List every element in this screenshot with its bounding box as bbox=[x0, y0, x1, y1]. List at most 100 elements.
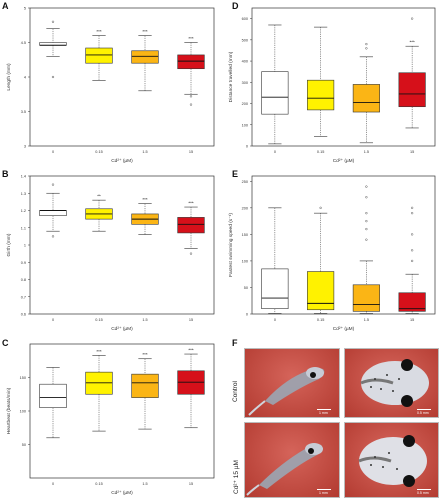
chart-e-box-3 bbox=[398, 292, 426, 312]
chart-b-outlier-0-1 bbox=[51, 183, 55, 186]
chart-d-box-3 bbox=[398, 72, 426, 108]
chart-a-ylabel: Length (mm) bbox=[6, 63, 12, 91]
chart-d-xtick-label-1: 0.15 bbox=[317, 150, 324, 154]
chart-b-outlier-3-0 bbox=[189, 252, 193, 255]
chart-e-outlier-2-4 bbox=[365, 196, 368, 199]
chart-b-xtick-label-1: 0.15 bbox=[95, 318, 102, 322]
photo-cd-whole: 1 mm bbox=[244, 422, 340, 498]
chart-d-ylabel: Distance travelled (mm) bbox=[228, 51, 234, 102]
chart-e-outlier-2-0 bbox=[365, 238, 368, 241]
scale-bar-3 bbox=[317, 489, 331, 490]
chart-c-sig-2: *** bbox=[142, 352, 148, 357]
chart-c-ytick-label-2: 150 bbox=[20, 376, 26, 380]
chart-e-xtick-label-2: 1.5 bbox=[364, 318, 369, 322]
scale-label-1: 1 mm bbox=[319, 411, 328, 415]
photo-control-whole: 1 mm bbox=[244, 348, 340, 418]
chart-e-ytick-label-0: 0 bbox=[246, 313, 248, 317]
chart-b-ytick-label-3: 0.9 bbox=[21, 261, 26, 265]
panel-letter-b: B bbox=[2, 169, 9, 179]
chart-b-sig-3: *** bbox=[188, 201, 194, 206]
chart-c-ytick-label-1: 100 bbox=[20, 410, 26, 414]
chart-b-girth: 0.6 0.7 0.8 0.9 1 1.1 1.2 1.3 1.4 Girth (mm) Cd²⁺ … bbox=[6, 175, 215, 332]
photo-control-head: 0.5 mm bbox=[344, 348, 439, 418]
chart-c-heartbeat: 50 100 150 Heartbeat (beats/min) Cd²⁺ (µM) 0 0… bbox=[6, 343, 215, 496]
chart-c-ytick-label-0: 50 bbox=[22, 443, 26, 447]
chart-e-outlier-2-5 bbox=[365, 185, 368, 188]
chart-c-sig-3: *** bbox=[188, 348, 194, 353]
chart-d-xlabel: Cd²⁺ (µM) bbox=[333, 158, 355, 164]
chart-a-sig-2: *** bbox=[142, 29, 148, 34]
chart-a-box-1 bbox=[85, 47, 113, 64]
tadpole-cd-head bbox=[358, 435, 427, 487]
panel-letter-a: A bbox=[2, 1, 9, 11]
chart-b-box-0 bbox=[39, 210, 67, 216]
chart-a-xtick-label-3: 15 bbox=[189, 150, 193, 154]
chart-d-box-0 bbox=[261, 71, 289, 115]
chart-d-xtick-label-2: 1.5 bbox=[364, 150, 369, 154]
chart-a-box-3 bbox=[177, 54, 205, 70]
scale-bar-1 bbox=[317, 409, 331, 410]
chart-c-ylabel: Heartbeat (beats/min) bbox=[6, 387, 12, 434]
photo-cd-head: 0.5 mm bbox=[344, 422, 439, 498]
chart-d-outlier-2-1 bbox=[365, 42, 368, 46]
chart-c-box-0 bbox=[39, 383, 67, 408]
chart-c-xlabel: Cd²⁺ (µM) bbox=[111, 490, 133, 496]
chart-e-ytick-label-3: 150 bbox=[242, 233, 248, 237]
row-label-control: Control bbox=[232, 381, 239, 402]
chart-d-ytick-label-5: 500 bbox=[242, 38, 248, 42]
chart-b-ytick-label-1: 0.7 bbox=[21, 295, 26, 299]
chart-e-ylabel: Fastest swimming speed (s⁻¹) bbox=[228, 213, 234, 277]
chart-e-outlier-3-1 bbox=[411, 249, 414, 252]
chart-d-sig-3: *** bbox=[409, 40, 415, 45]
chart-a-sig-3: *** bbox=[188, 36, 194, 41]
chart-e-xlabel: Cd²⁺ (µM) bbox=[333, 326, 355, 332]
chart-e-outlier-3-3 bbox=[411, 212, 414, 215]
chart-d-outlier-2-0 bbox=[365, 47, 368, 50]
chart-a-length: 3 3.5 4 4.5 5 Length (mm) Cd²⁺ (µM) 0 0.15 *** 1.5… bbox=[6, 7, 215, 164]
panel-letter-f: F bbox=[232, 338, 238, 348]
chart-b-xtick-label-0: 0 bbox=[52, 318, 54, 322]
row-label-cd15: Cd²⁺ 15 µM bbox=[233, 460, 240, 494]
chart-d-ytick-label-1: 100 bbox=[242, 123, 248, 127]
chart-e-outlier-3-0 bbox=[411, 259, 414, 263]
chart-a-outlier-3-0 bbox=[189, 95, 193, 98]
chart-b-sig-1: ** bbox=[97, 194, 101, 199]
chart-d-ytick-label-3: 300 bbox=[242, 81, 248, 85]
chart-b-ytick-label-4: 1 bbox=[24, 244, 26, 248]
chart-d-xtick-label-0: 0 bbox=[274, 150, 276, 154]
chart-a-xtick-label-1: 0.15 bbox=[95, 150, 102, 154]
chart-e-box-0 bbox=[261, 268, 289, 309]
chart-e-xtick-label-1: 0.15 bbox=[317, 318, 324, 322]
chart-d-xtick-label-3: 15 bbox=[410, 150, 414, 154]
chart-d-ytick-label-4: 400 bbox=[242, 60, 248, 64]
chart-b-outlier-0-0 bbox=[51, 235, 55, 238]
chart-e-outlier-2-2 bbox=[365, 220, 368, 223]
chart-e-outlier-1-0 bbox=[319, 206, 322, 209]
chart-e-xtick-label-0: 0 bbox=[274, 318, 276, 322]
chart-e-outlier-3-2 bbox=[411, 233, 414, 236]
chart-a-xtick-label-0: 0 bbox=[52, 150, 54, 154]
chart-a-ytick-label-0: 3 bbox=[24, 145, 26, 149]
chart-d-box-2 bbox=[352, 84, 380, 113]
chart-d-box-1 bbox=[307, 79, 335, 111]
chart-a-xlabel: Cd²⁺ (µM) bbox=[111, 158, 133, 164]
chart-e-outlier-2-3 bbox=[365, 212, 368, 215]
chart-c-xtick-label-1: 0.15 bbox=[95, 482, 102, 486]
chart-a-xtick-label-2: 1.5 bbox=[142, 150, 147, 154]
chart-e-box-1 bbox=[307, 271, 335, 311]
chart-d-ytick-label-2: 200 bbox=[242, 102, 248, 106]
chart-a-outlier-0-0 bbox=[51, 75, 55, 79]
panel-letter-d: D bbox=[232, 1, 239, 11]
chart-b-sig-2: *** bbox=[142, 197, 148, 202]
chart-b-xtick-label-2: 1.5 bbox=[142, 318, 147, 322]
chart-b-box-3 bbox=[177, 217, 205, 234]
chart-e-frame bbox=[251, 175, 436, 315]
chart-a-outlier-0-1 bbox=[51, 20, 55, 23]
chart-e-ytick-label-5: 250 bbox=[242, 180, 248, 184]
chart-b-ytick-label-6: 1.2 bbox=[21, 209, 26, 213]
chart-d-frame bbox=[251, 7, 436, 147]
chart-e-outlier-2-1 bbox=[365, 227, 368, 231]
chart-a-box-2 bbox=[131, 50, 159, 64]
panel-letter-c: C bbox=[2, 338, 9, 348]
